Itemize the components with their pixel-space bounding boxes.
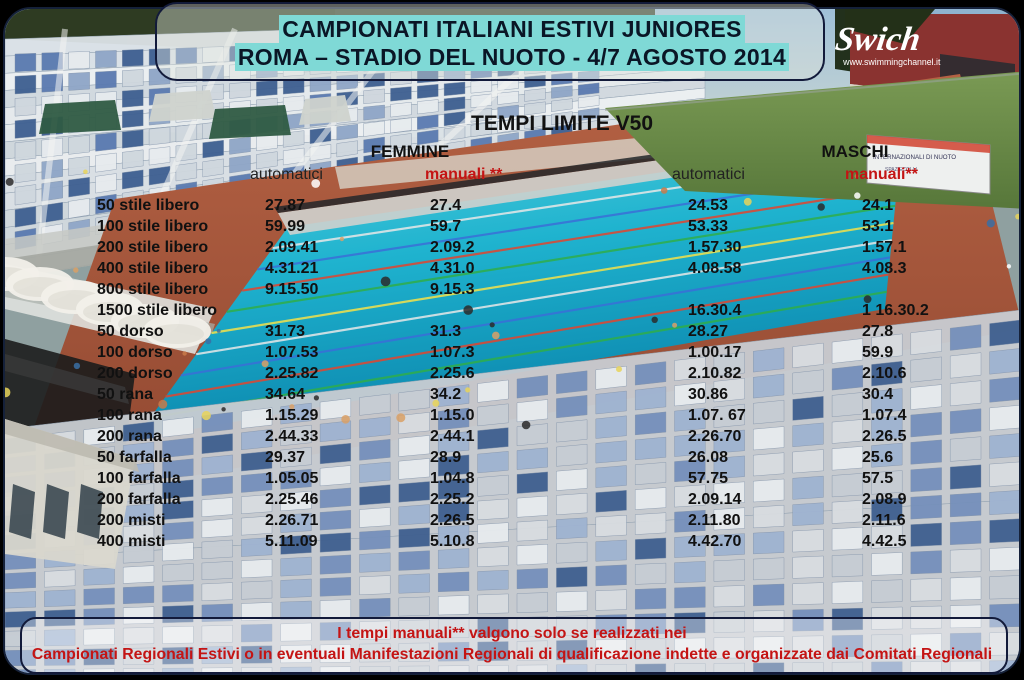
- svg-text:Swich: Swich: [835, 21, 923, 58]
- svg-text:www.swimmingchannel.it: www.swimmingchannel.it: [842, 57, 941, 67]
